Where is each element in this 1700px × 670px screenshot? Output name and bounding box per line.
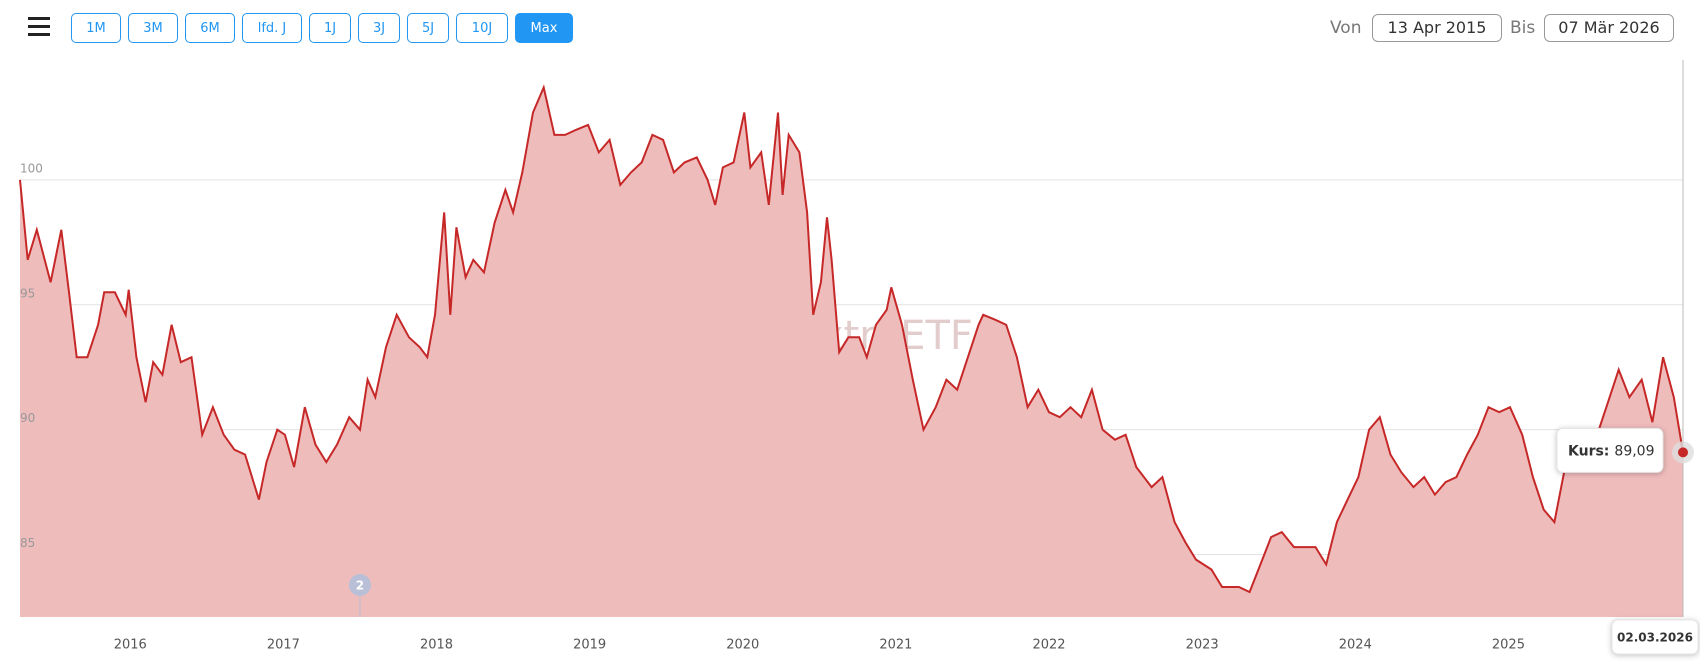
range-button[interactable]: 3J [358, 13, 400, 43]
range-button[interactable]: 1J [309, 13, 351, 43]
date-box [1611, 619, 1699, 655]
x-tick-label: 2025 [1492, 638, 1525, 653]
x-tick-label: 2018 [420, 638, 453, 653]
tooltip-label: Kurs: [1568, 443, 1609, 459]
line [19, 84, 1684, 594]
y-tick-label: 100 [20, 161, 43, 175]
from-date[interactable]: 13 Apr 2015 [1372, 14, 1502, 42]
to-label: Bis [1510, 18, 1536, 38]
menu-icon[interactable] [28, 17, 50, 37]
x-tick-label: 2024 [1339, 638, 1372, 653]
area [20, 87, 1683, 617]
x-tick-label: 2019 [573, 638, 606, 653]
x-tick-label: 2023 [1186, 638, 1219, 653]
x-tick-label: 2017 [267, 638, 300, 653]
x-tick-label: 2021 [879, 638, 912, 653]
tooltip-box [1556, 427, 1664, 473]
range-button[interactable]: Max [515, 13, 573, 43]
x-tick-label: 2020 [726, 638, 759, 653]
from-label: Von [1330, 18, 1362, 38]
range-button[interactable]: 6M [185, 13, 235, 43]
range-button[interactable]: 1M [71, 13, 121, 43]
x-tick-label: 2016 [114, 638, 147, 653]
tooltip-value: 89,09 [1614, 443, 1654, 459]
annotation-label: 2 [356, 579, 364, 593]
y-tick-label: 95 [20, 286, 35, 300]
y-tick-label: 85 [20, 536, 35, 550]
annotation-marker [348, 574, 371, 596]
range-button[interactable]: 5J [407, 13, 449, 43]
x-tick-label: 2022 [1032, 638, 1065, 653]
to-date[interactable]: 07 Mär 2026 [1544, 14, 1674, 42]
y-tick-label: 90 [20, 411, 35, 425]
range-button[interactable]: lfd. J [242, 13, 302, 43]
date-label: 02.03.2026 [1617, 631, 1693, 645]
hover-point [1678, 447, 1688, 458]
range-button[interactable]: 10J [456, 13, 508, 43]
tooltip-text: Kurs: 89,09 [1568, 443, 1655, 459]
range-button[interactable]: 3M [128, 13, 178, 43]
